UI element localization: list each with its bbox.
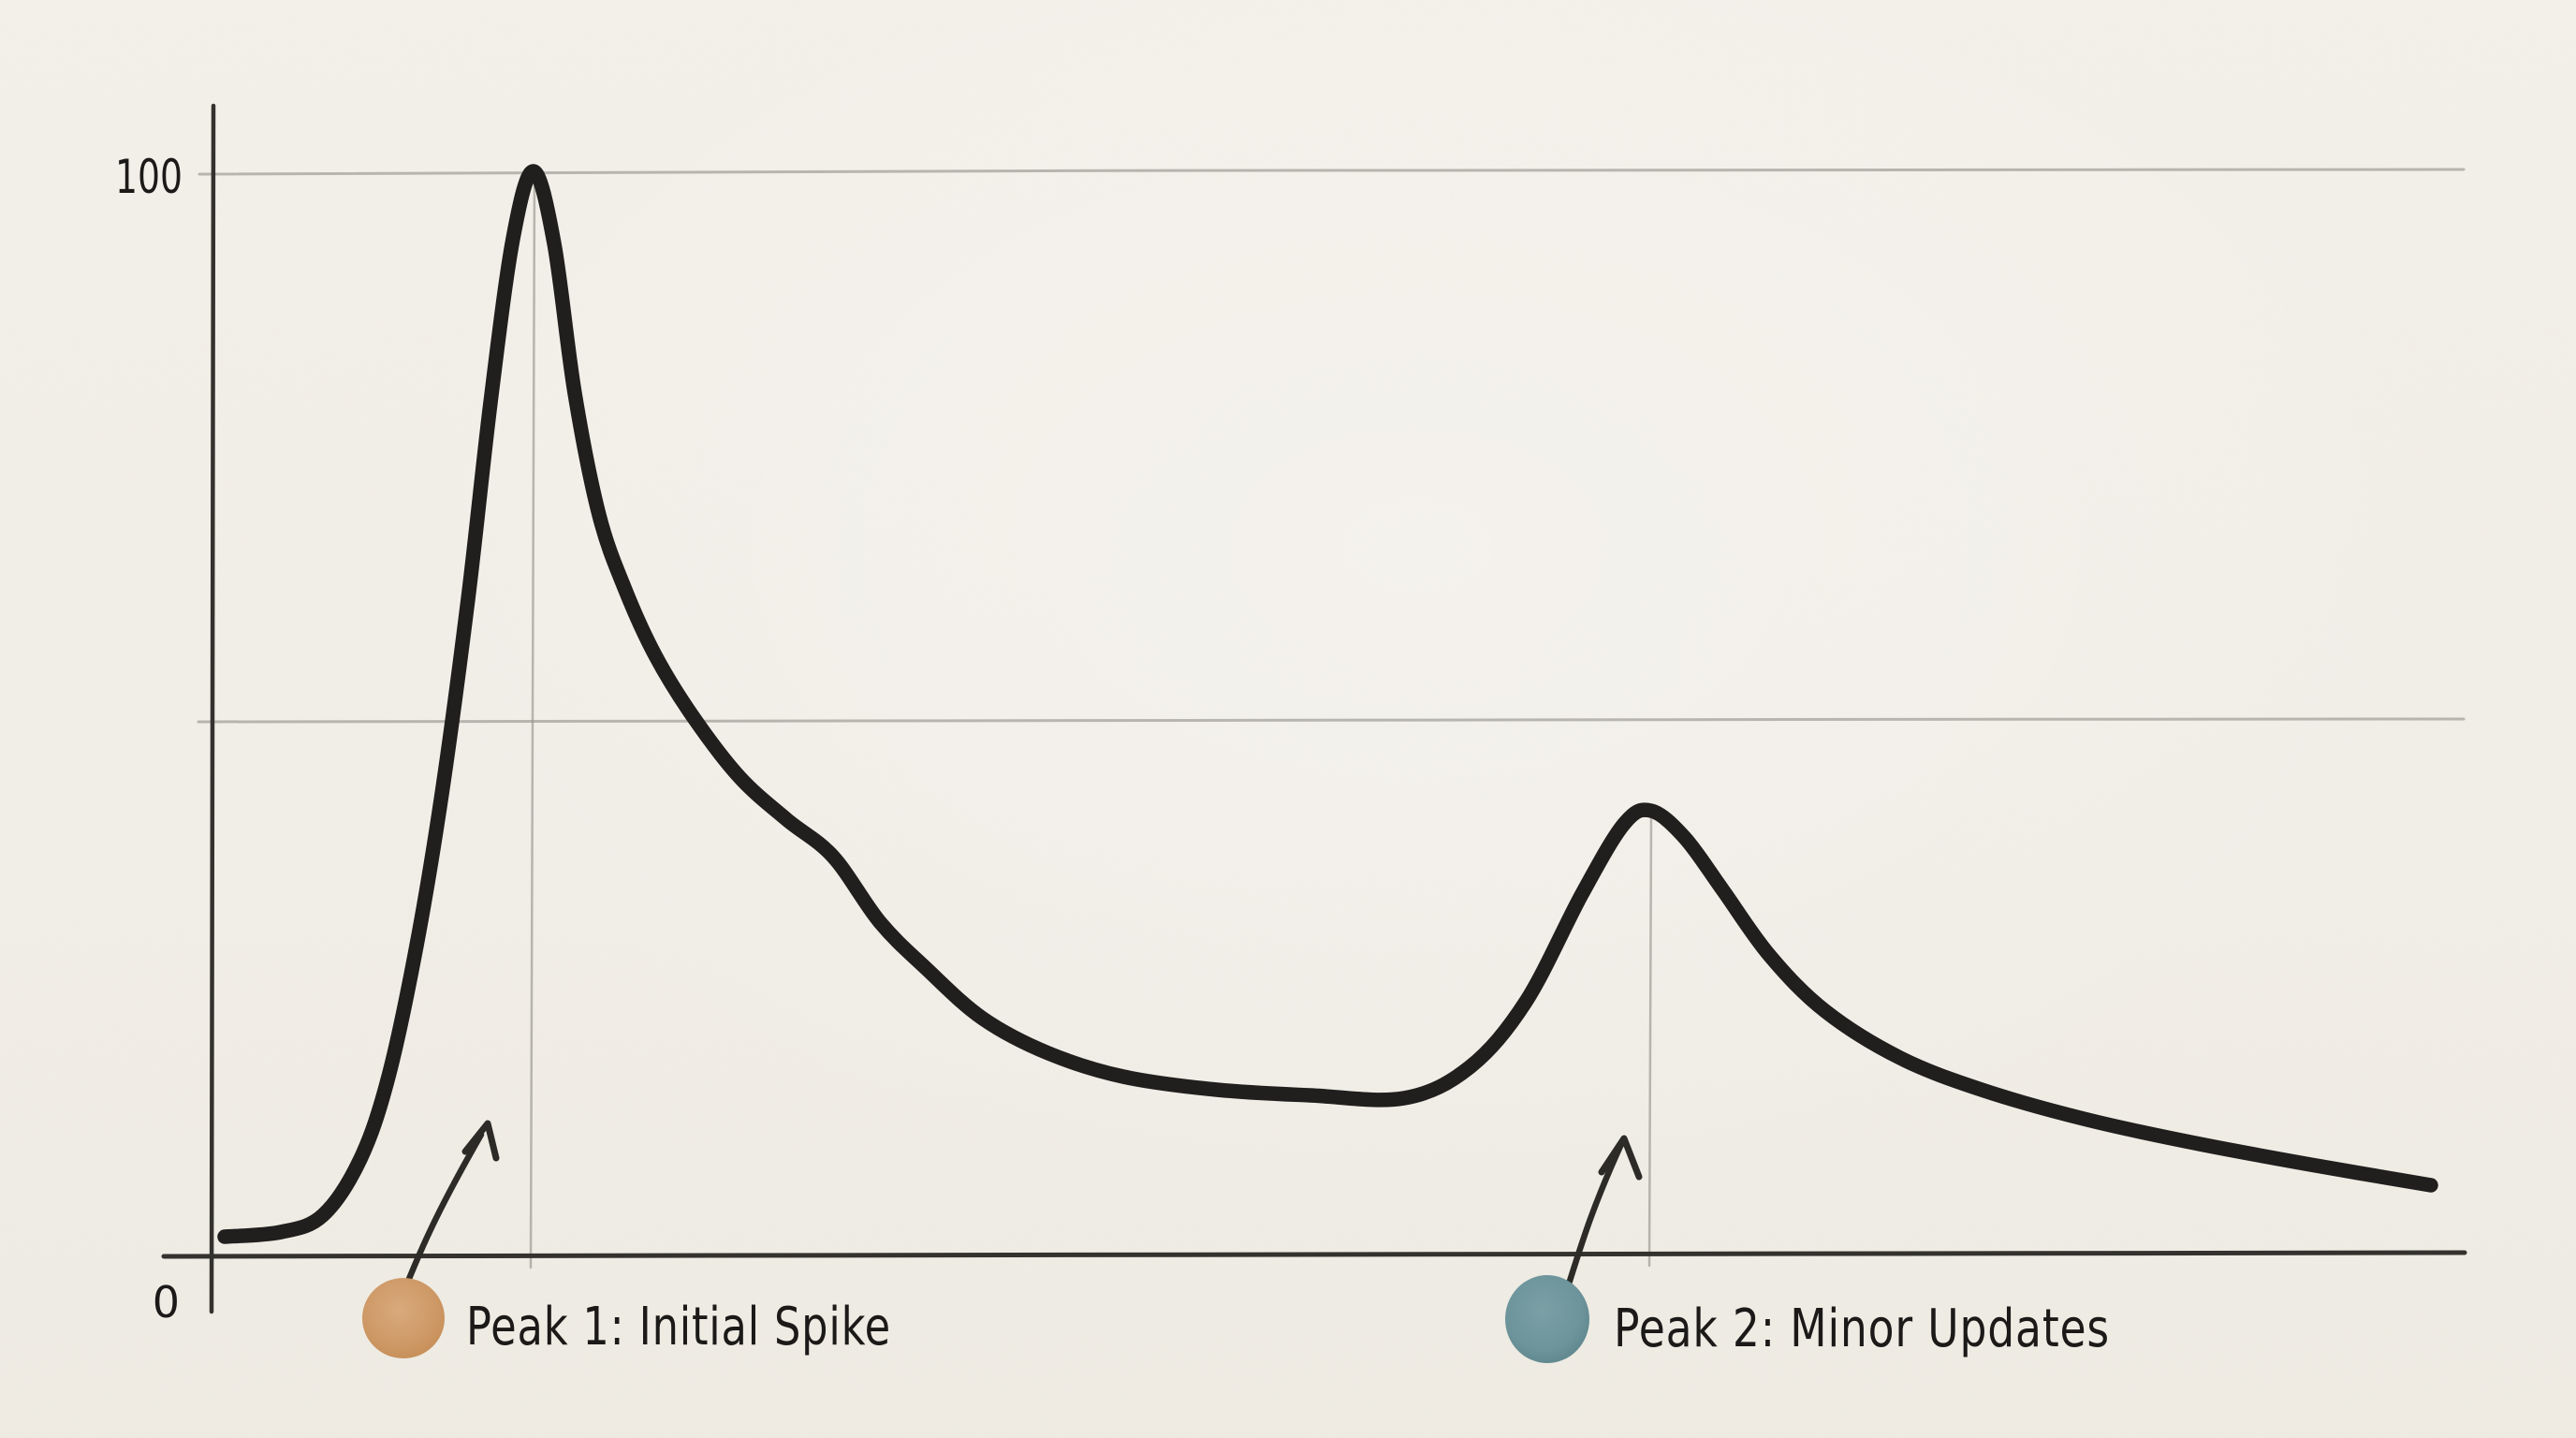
activity-curve — [217, 164, 2438, 1244]
x-axis-line — [161, 1250, 2467, 1259]
peak-1-annotation-label: Peak 1: Initial Spike — [466, 1297, 891, 1357]
peak-1-arrowhead — [461, 1120, 500, 1162]
peak-2-dropline — [1647, 814, 1653, 1268]
gridline-100 — [198, 168, 2466, 176]
y-axis-line — [209, 103, 217, 1314]
y-max-tick-label: 100 — [115, 150, 183, 204]
peak-2-annotation-label: Peak 2: Minor Updates — [1614, 1299, 2110, 1359]
peak-2-arrowhead — [1598, 1135, 1643, 1181]
peak-1-dot — [362, 1278, 445, 1358]
peak-1-dropline — [529, 176, 536, 1269]
peak-2-dot — [1505, 1275, 1589, 1363]
y-min-tick-label: 0 — [153, 1277, 180, 1328]
